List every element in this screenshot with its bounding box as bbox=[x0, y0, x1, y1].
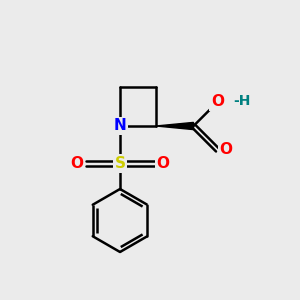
Text: S: S bbox=[115, 156, 125, 171]
Text: -H: -H bbox=[233, 94, 250, 107]
Text: O: O bbox=[211, 94, 224, 110]
Text: N: N bbox=[114, 118, 126, 134]
Text: O: O bbox=[70, 156, 84, 171]
Polygon shape bbox=[156, 122, 194, 130]
Text: O: O bbox=[156, 156, 170, 171]
Text: O: O bbox=[219, 142, 232, 158]
